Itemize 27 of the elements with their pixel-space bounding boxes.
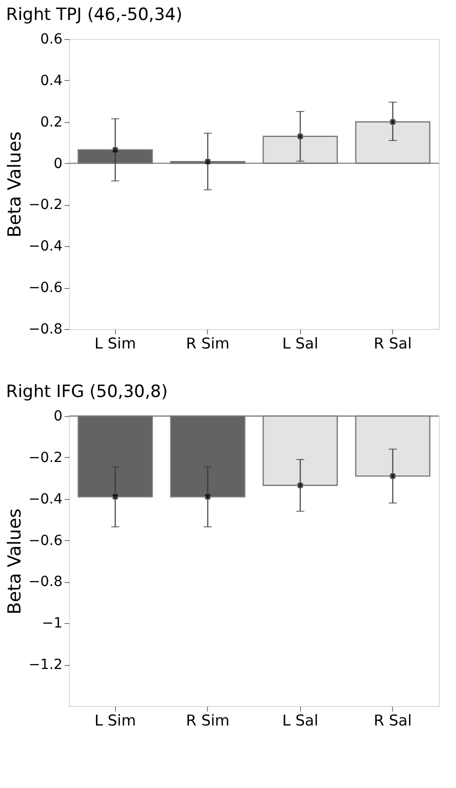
y-tick-label: −0.2 [28,197,62,214]
y-tick-label: −0.2 [28,450,62,466]
y-tick-label: −0.4 [28,491,63,508]
chart-title: Right TPJ (46,-50,34) [6,5,182,25]
y-tick-label: −1 [42,616,62,632]
x-tick-label: R Sim [186,712,230,730]
y-tick-label: 0.4 [40,72,63,89]
x-tick-label: L Sim [94,712,136,730]
y-tick-label: 0 [54,156,62,172]
y-tick-label: 0.6 [40,32,63,48]
x-tick-label: R Sim [186,334,230,352]
y-tick-label: −0.8 [28,322,62,338]
x-tick-label: R Sal [374,334,412,352]
y-tick-label: −0.6 [28,532,63,549]
x-tick-label: L Sal [282,712,318,730]
y-tick-label: −1.2 [28,657,62,674]
y-tick-label: 0.2 [40,114,62,130]
y-axis-title: Beta Values [4,131,26,238]
y-tick-label: −0.4 [28,238,63,255]
y-tick-label: −0.6 [28,280,63,296]
y-axis-title: Beta Values [4,508,26,615]
y-tick-label: 0 [54,408,62,424]
x-tick-label: L Sim [94,334,136,352]
chart-title: Right IFG (50,30,8) [6,382,168,402]
x-tick-label: L Sal [282,334,318,352]
x-tick-label: R Sal [374,712,412,730]
y-tick-label: −0.8 [28,574,62,590]
